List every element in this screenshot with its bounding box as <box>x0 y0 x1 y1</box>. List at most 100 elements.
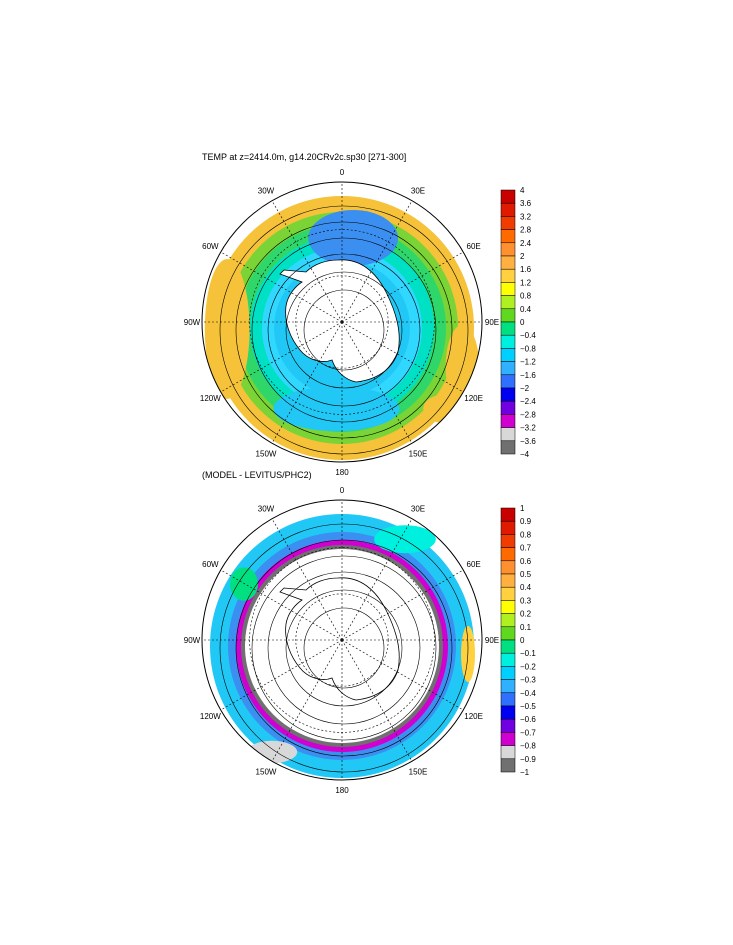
lon-label-150w: 150W <box>256 450 277 459</box>
antarctica-landmass <box>279 259 400 383</box>
colorbar-box-7 <box>500 282 516 296</box>
lon-label-120w: 120W <box>200 712 221 721</box>
colorbar-tick-label: 1.6 <box>520 265 532 274</box>
colorbar-box-5 <box>500 573 516 588</box>
colorbar-box-2 <box>500 216 516 230</box>
lon-label-150w: 150W <box>256 768 277 777</box>
colorbar-box-9 <box>500 626 516 641</box>
colorbar-tick-label: −1.6 <box>520 371 536 380</box>
colorbar-box-19 <box>500 758 516 773</box>
colorbar-tick-label: −3.2 <box>520 424 536 433</box>
colorbar-box-19 <box>500 440 516 455</box>
colorbar-box-14 <box>500 374 516 389</box>
lon-label-90w: 90W <box>184 318 201 327</box>
colorbar-tick-label: 0.2 <box>520 610 532 619</box>
colorbar-box-17 <box>500 732 516 746</box>
colorbar-tick-label: 1.2 <box>520 278 532 287</box>
colorbar-tick-label: −0.9 <box>520 755 536 764</box>
field-patch-2 <box>204 259 250 399</box>
meridian-10 <box>220 251 343 323</box>
colorbar-box-12 <box>500 348 516 362</box>
lon-label-30w: 30W <box>258 504 275 513</box>
colorbar-box-6 <box>500 586 516 601</box>
field-patch-1 <box>230 567 258 601</box>
colorbar-tick-label: −0.1 <box>520 649 536 658</box>
colorbar-tick-label: 0.3 <box>520 596 532 605</box>
colorbar-box-11 <box>500 334 516 349</box>
colorbar-tick-label: 3.6 <box>520 199 532 208</box>
meridian-8 <box>220 321 343 393</box>
colorbar-tick-label: 0.4 <box>520 583 532 592</box>
field-patch-1 <box>273 386 400 432</box>
colorbar-tick-label: −2.4 <box>520 397 536 406</box>
colorbar-2: 1 0.9 0.8 0.7 0.6 0.5 0.4 0.3 0.2 0.1 0 −0.1 −0.2 −0.… <box>500 504 536 777</box>
map-2-group: 0 30E 60E 90E 120E 150E 180 150W 120W 90W 60W 30W 1 0… <box>184 486 537 795</box>
lon-label-180: 180 <box>335 786 349 795</box>
antarctica-landmass <box>279 577 400 701</box>
lon-label-60e: 60E <box>467 560 481 569</box>
contour-line-3 <box>251 237 437 423</box>
map-border <box>201 181 483 463</box>
colorbar-box-6 <box>500 268 516 283</box>
colorbar-box-13 <box>500 361 516 376</box>
colorbar-tick-label: 0.8 <box>520 292 532 301</box>
colorbar-tick-label: 0.8 <box>520 530 532 539</box>
colorbar-tick-label: 0 <box>520 318 525 327</box>
colorbar-tick-label: 0.4 <box>520 305 532 314</box>
lon-label-0: 0 <box>340 168 345 177</box>
colorbar-tick-label: −2.8 <box>520 410 536 419</box>
map-1-group: 0 30E 60E 90E 120E 150E 180 150W 120W 90W 60W 30W 4 3… <box>184 168 537 477</box>
lon-label-90e: 90E <box>485 636 499 645</box>
lon-label-30w: 30W <box>258 186 275 195</box>
colorbar-tick-label: 0 <box>520 636 525 645</box>
meridian-7 <box>271 639 343 762</box>
meridian-7 <box>271 321 343 444</box>
colorbar-box-10 <box>500 639 516 654</box>
meridian-4 <box>341 321 464 393</box>
colorbar-box-1 <box>500 202 516 217</box>
map-border <box>201 499 483 781</box>
colorbar-box-17 <box>500 414 516 428</box>
latitude-circle-0 <box>295 593 389 687</box>
colorbar-box-3 <box>500 229 516 244</box>
colorbar-tick-label: −0.5 <box>520 702 536 711</box>
colorbar-tick-label: 0.1 <box>520 623 532 632</box>
colorbar-box-2 <box>500 534 516 548</box>
meridian-10 <box>220 569 343 641</box>
colorbar-box-0 <box>500 189 516 204</box>
colorbar-tick-label: −3.6 <box>520 437 536 446</box>
lon-label-60w: 60W <box>202 242 219 251</box>
lon-label-0: 0 <box>340 486 345 495</box>
colorbar-box-3 <box>500 547 516 562</box>
contour-line-3 <box>251 555 437 741</box>
contour-line-2 <box>267 253 421 407</box>
map2-title: (MODEL - LEVITUS/PHC2) <box>202 470 312 480</box>
colorbar-box-8 <box>500 613 516 628</box>
lon-label-90e: 90E <box>485 318 499 327</box>
colorbar-box-12 <box>500 666 516 680</box>
colorbar-box-1 <box>500 520 516 535</box>
field-patch-0 <box>374 525 436 554</box>
colorbar-box-13 <box>500 679 516 694</box>
colorbar-tick-label: 0.9 <box>520 517 532 526</box>
colorbar-box-18 <box>500 427 516 442</box>
colorbar-box-15 <box>500 387 516 402</box>
lon-label-60w: 60W <box>202 560 219 569</box>
colorbar-tick-label: 2.8 <box>520 226 532 235</box>
colorbar-box-18 <box>500 745 516 760</box>
lon-label-150e: 150E <box>409 768 428 777</box>
colorbar-tick-label: 2 <box>520 252 525 261</box>
colorbar-box-11 <box>500 652 516 667</box>
colorbar-box-7 <box>500 600 516 614</box>
contour-line-4 <box>235 221 453 439</box>
meridian-5 <box>341 639 413 762</box>
colorbar-tick-label: −1 <box>520 768 530 777</box>
contour-line-5 <box>219 523 469 773</box>
colorbar-tick-label: 0.7 <box>520 544 532 553</box>
lon-label-120e: 120E <box>464 712 483 721</box>
colorbar-tick-label: −2 <box>520 384 530 393</box>
colorbar-tick-label: −4 <box>520 450 530 459</box>
lon-label-90w: 90W <box>184 636 201 645</box>
lon-label-30e: 30E <box>411 504 425 513</box>
